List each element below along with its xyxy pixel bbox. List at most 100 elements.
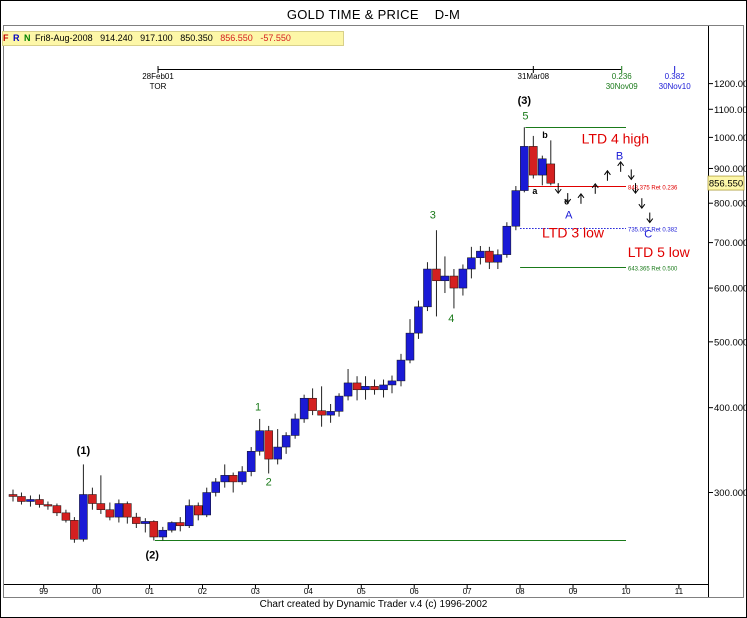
chart-title-period: D-M bbox=[434, 7, 461, 22]
candle-down bbox=[449, 275, 459, 289]
candle-up bbox=[158, 529, 168, 538]
quote-open: 914.240 bbox=[100, 33, 133, 43]
arrow-down-head bbox=[564, 198, 572, 204]
wave-label: LTD 5 low bbox=[628, 244, 691, 260]
wave-label: A bbox=[565, 209, 573, 221]
candle-up bbox=[423, 268, 432, 308]
candle-down bbox=[370, 386, 379, 391]
candle-up bbox=[440, 275, 450, 282]
quote-high: 917.100 bbox=[140, 33, 173, 43]
candle-up bbox=[237, 471, 247, 483]
candle-up bbox=[520, 146, 529, 191]
candle-up bbox=[343, 382, 353, 397]
candle-down bbox=[352, 382, 362, 391]
x-tick-label: 05 bbox=[357, 587, 366, 596]
arrow-up-head bbox=[577, 192, 585, 199]
candle-up bbox=[396, 359, 406, 382]
x-tick-label: 03 bbox=[251, 587, 260, 596]
candle-up bbox=[114, 503, 124, 518]
candle-down bbox=[228, 475, 238, 483]
wave-label: b bbox=[542, 130, 548, 140]
projection-arrows bbox=[554, 160, 654, 224]
arrow-up-head bbox=[591, 182, 599, 189]
candle-up bbox=[361, 386, 370, 391]
candle-down bbox=[70, 520, 79, 540]
candle-down bbox=[529, 146, 538, 176]
candle-up bbox=[26, 499, 35, 502]
candle-down bbox=[52, 505, 62, 514]
arrow-up-head bbox=[617, 160, 625, 167]
info-letter-f[interactable]: F bbox=[3, 33, 9, 43]
retracement-label: 735.067 Ret 0.382 bbox=[628, 228, 678, 234]
candle-down bbox=[317, 410, 326, 416]
candle-down bbox=[8, 494, 18, 497]
candle-up bbox=[79, 494, 88, 540]
quote-close: 856.550 bbox=[220, 33, 253, 43]
candle-up bbox=[458, 268, 468, 289]
candle-up bbox=[273, 446, 282, 460]
candle-up bbox=[414, 306, 423, 334]
arrow-down-head bbox=[554, 188, 562, 194]
wave-label: B bbox=[616, 150, 623, 162]
x-tick-label: 00 bbox=[92, 587, 101, 596]
candle-down bbox=[432, 268, 441, 282]
candle-up bbox=[246, 451, 256, 472]
y-tick-label: 1000.000 bbox=[714, 133, 747, 144]
candle-up bbox=[467, 257, 476, 270]
candle-down bbox=[546, 163, 556, 184]
candle-down bbox=[485, 250, 494, 263]
time-bar-date: 28Feb01 bbox=[142, 72, 174, 81]
candle-up bbox=[220, 475, 229, 483]
candle-up bbox=[538, 158, 547, 176]
candle-down bbox=[17, 496, 26, 502]
x-tick-label: 04 bbox=[304, 587, 313, 596]
y-tick-label: 1200.000 bbox=[714, 79, 747, 90]
candle-down bbox=[194, 505, 203, 516]
candle-up bbox=[299, 397, 309, 420]
wave-label: (1) bbox=[77, 445, 91, 457]
quote-info-bar: F R N Fri8-Aug-2008 914.240 917.100 850.… bbox=[2, 31, 344, 46]
x-tick-label: 11 bbox=[675, 587, 684, 596]
y-axis-ticks: 300.000 400.000 500.000 600.000 700.000 800.0… bbox=[708, 79, 747, 499]
candle-down bbox=[88, 494, 97, 504]
wave-label: (3) bbox=[518, 95, 532, 107]
x-tick-label: 02 bbox=[198, 587, 207, 596]
wave-label: LTD 3 low bbox=[542, 225, 605, 241]
plot-area-border bbox=[3, 25, 744, 598]
wave-label: LTD 4 high bbox=[582, 130, 649, 146]
quote-date: Fri8-Aug-2008 bbox=[35, 33, 93, 43]
candle-down bbox=[264, 430, 273, 460]
candle-down bbox=[123, 503, 132, 518]
candle-down bbox=[96, 503, 106, 510]
candle-up bbox=[141, 521, 150, 524]
candle-up bbox=[387, 380, 397, 386]
y-tick-label: 700.000 bbox=[714, 238, 747, 249]
info-letter-r[interactable]: R bbox=[13, 33, 20, 43]
candle-up bbox=[476, 250, 485, 258]
retracement-label: 643.365 Ret 0.500 bbox=[628, 267, 678, 273]
x-tick-label: 10 bbox=[622, 587, 631, 596]
wave-label: (2) bbox=[145, 549, 159, 561]
y-tick-label: 600.000 bbox=[714, 284, 747, 295]
chart-title: GOLD TIME & PRICE D-M bbox=[0, 7, 747, 22]
price-candles bbox=[8, 127, 556, 543]
candle-up bbox=[185, 505, 194, 527]
y-tick-label: 800.000 bbox=[714, 199, 747, 210]
wave-label: 2 bbox=[266, 477, 272, 489]
wave-label: 3 bbox=[430, 209, 436, 221]
arrow-down-head bbox=[632, 188, 639, 194]
candle-down bbox=[149, 521, 159, 538]
arrow-down-head bbox=[646, 218, 654, 224]
x-tick-label: 07 bbox=[463, 587, 472, 596]
candle-up bbox=[290, 418, 300, 436]
candle-up bbox=[202, 492, 211, 516]
candle-up bbox=[493, 254, 503, 263]
candle-down bbox=[105, 509, 115, 518]
x-tick-label: 08 bbox=[516, 587, 525, 596]
y-tick-label: 1100.000 bbox=[714, 105, 747, 116]
x-axis-ticks: 99 00 01 02 03 04 05 06 07 08 09 10 11 bbox=[39, 584, 684, 596]
candle-down bbox=[43, 504, 53, 507]
info-letter-n[interactable]: N bbox=[24, 33, 31, 43]
wave-label: 1 bbox=[255, 402, 261, 414]
